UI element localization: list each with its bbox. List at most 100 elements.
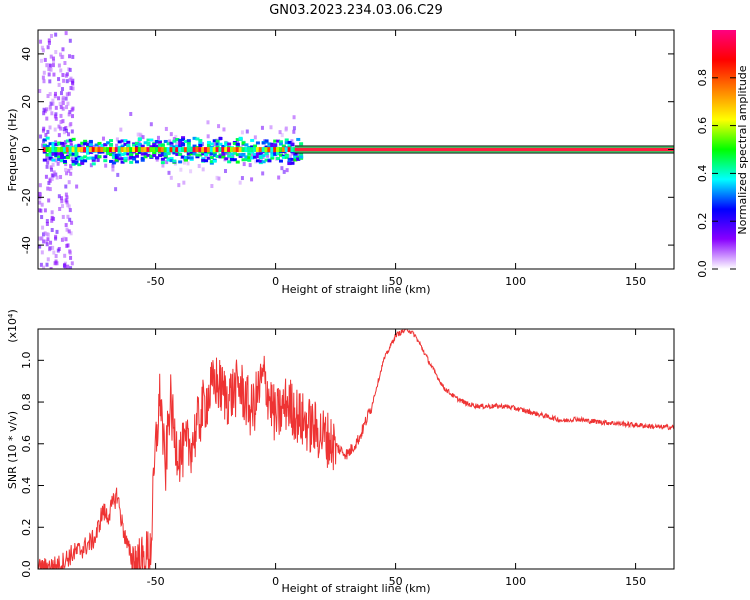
spectrum-cell [132,147,137,153]
spectrum-cell [163,152,168,156]
noise-cell [54,234,58,239]
spectrum-cell [143,152,148,156]
noise-cell [52,72,56,77]
spectrum-cell [264,158,269,162]
spectrum-cell [230,147,234,153]
noise-cell [177,183,181,188]
spectrum-cell [221,155,226,159]
spectrum-cell [261,147,266,153]
spectrum-cell [238,136,243,140]
spectrum-cell [137,147,142,153]
spectrum-cell [198,143,203,147]
noise-cell [47,40,51,45]
spectrum-cell [117,150,122,154]
spectrum-cell [189,147,194,153]
spectrum-cell [287,147,292,153]
noise-cell [48,125,52,130]
noise-cell [47,198,51,203]
noise-cell [200,142,204,147]
spectrum-cell [218,153,223,157]
noise-cell [149,122,153,127]
spectrum-cell [235,160,240,164]
spectrum-cell [132,143,137,147]
spectrum-cell [264,152,269,156]
spectrum-cell [77,155,82,159]
spectrum-cell [181,136,186,140]
spectrum-cell [45,136,50,140]
spectrum-cell [152,154,157,158]
noise-cell [269,125,273,130]
spectrum-cell [204,159,209,163]
spectrum-cell [163,139,168,143]
spectrum-cell [224,141,229,145]
spectrogram-y-label: Frequency (Hz) [6,109,19,192]
noise-cell [70,129,74,134]
noise-cell [65,105,69,110]
spectrum-cell [181,155,186,159]
noise-cell [61,95,65,100]
noise-cell [61,100,65,105]
noise-cell [64,162,68,167]
spectrum-cell [281,155,286,159]
noise-cell [38,183,42,188]
spectrum-cell [290,161,295,165]
noise-cell [70,261,74,266]
spectrum-cell [227,142,232,146]
spectrum-cell [215,155,220,159]
spectrum-cell [178,147,183,153]
noise-cell [104,152,108,157]
noise-cell [69,122,73,127]
spectrum-cell [230,157,234,161]
noise-cell [240,130,244,135]
spectrum-cell [224,143,229,147]
spectrum-cell [120,147,125,153]
noise-cell [66,101,70,106]
spectrum-cell [198,141,203,145]
spectrum-cell [192,147,197,153]
spectrum-cell [166,158,171,162]
noise-cell [138,132,142,137]
spectrum-cell [247,147,252,153]
spectrum-cell [160,147,165,153]
noise-cell [61,54,65,59]
spectrum-cell [244,158,249,162]
spectrum-cell [160,151,165,155]
spectrum-cell [100,147,105,153]
noise-cell [61,47,65,52]
noise-cell [116,172,120,177]
noise-cell [46,45,50,50]
noise-cell [59,113,63,118]
spectrum-cell [71,152,76,156]
spectrum-cell [195,137,200,141]
noise-cell [49,54,53,59]
spectrum-cell [109,159,114,163]
noise-cell [248,163,252,168]
spectrum-cell [51,158,56,162]
spectrum-cell [183,156,188,160]
noise-cell [54,254,58,259]
spectrum-cell [189,152,194,156]
spectrum-cell [212,139,217,143]
noise-cell [64,223,68,228]
noise-cell [49,165,53,170]
snr-frame [37,328,675,570]
spectrum-cell [224,157,229,161]
spectrum-cell [244,143,249,147]
noise-cell [40,250,44,255]
spectrum-cell [74,161,79,165]
x-tick-label: 0 [272,575,279,588]
noise-cell [38,200,42,205]
spectrum-cell [270,144,275,148]
noise-cell [292,126,296,131]
spectrum-cell [206,147,211,153]
spectrum-cell [123,156,128,160]
noise-cell [65,92,69,97]
spectrum-cell [278,140,283,144]
noise-cell [71,86,75,91]
spectrum-cell [186,139,191,143]
noise-cell [48,79,52,84]
spectrum-cell [68,138,73,142]
noise-cell [63,61,67,66]
noise-cell [61,106,65,111]
spectrum-cell [276,147,281,153]
